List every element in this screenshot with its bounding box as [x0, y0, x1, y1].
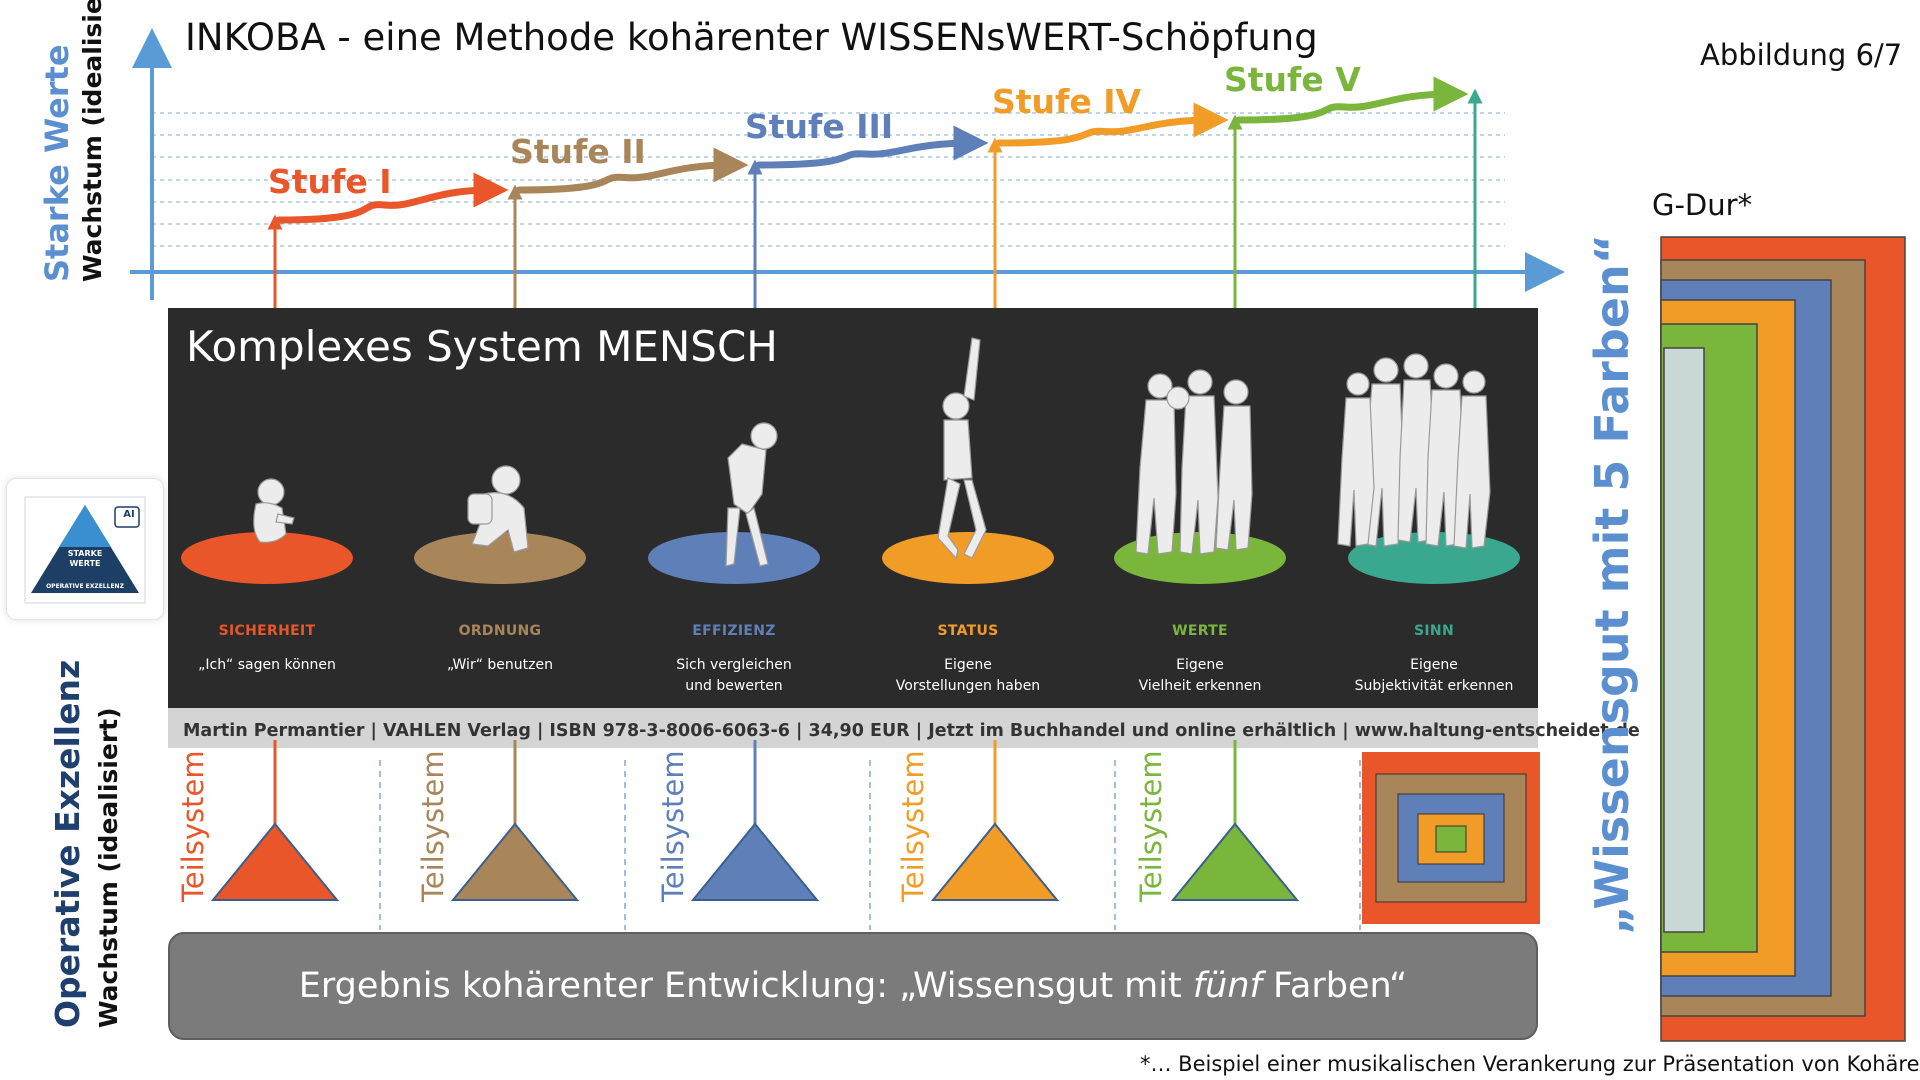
- teilsystem-label-3: Teilsystem: [656, 750, 690, 902]
- stage-figures: [181, 337, 1520, 584]
- logo-line-1: STARKE: [67, 549, 103, 558]
- stufe-label-4: Stufe IV: [992, 82, 1142, 121]
- figure-number: Abbildung 6/7: [1700, 38, 1903, 72]
- figure-bending: [725, 422, 778, 567]
- stufe-label-1: Stufe I: [268, 162, 392, 201]
- stufe-arrow-5: [1235, 76, 1469, 124]
- stage-desc-sicherheit: „Ich“ sagen können: [152, 655, 382, 676]
- mensch-panel: [168, 308, 1538, 708]
- result-prefix: Ergebnis kohärenter Entwicklung: „Wissen…: [298, 966, 1193, 1006]
- stage-desc-werte: Eigene Vielheit erkennen: [1085, 655, 1315, 697]
- wissensgut-vertical-text: „Wissensgut mit 5 Farben“: [1585, 234, 1639, 935]
- teilsystem-triangle-5: [1170, 822, 1300, 901]
- g-dur-nested-rectangles: [1660, 236, 1906, 1042]
- panel-title: Komplexes System MENSCH: [186, 322, 778, 371]
- book-info-text: Martin Permantier | VAHLEN Verlag | ISBN…: [183, 721, 1640, 741]
- g-dur-label: G-Dur*: [1652, 188, 1753, 222]
- growth-diagram: [130, 28, 1565, 300]
- stufe-label-2: Stufe II: [510, 132, 646, 171]
- teilsystem-label-4: Teilsystem: [896, 750, 930, 902]
- starke-werte-logo: [24, 496, 146, 604]
- result-emphasis: fünf: [1192, 966, 1262, 1006]
- logo-card: AI STARKE WERTE OPERATIVE EXZELLENZ: [6, 478, 164, 620]
- result-bar: [168, 932, 1538, 1040]
- teilsystem-triangle-2: [450, 822, 580, 901]
- stage-desc-line: „Ich“ sagen können: [198, 657, 336, 673]
- stage-desc-sinn: Eigene Subjektivität erkennen: [1319, 655, 1549, 697]
- figure-posing: [937, 337, 987, 560]
- stufe-arrow-2: [515, 147, 749, 194]
- stage-desc-line: Eigene: [1410, 657, 1458, 673]
- stage-label-sinn: SINN: [1414, 623, 1454, 639]
- logo-line-3: OPERATIVE EXZELLENZ: [46, 583, 124, 590]
- logo-badge: AI: [123, 509, 135, 520]
- stage-label-status: STATUS: [937, 623, 999, 639]
- stufe-arrow-3: [755, 125, 989, 169]
- stage-desc-effizienz: Sich vergleichen und bewerten: [619, 655, 849, 697]
- stage-label-werte: WERTE: [1172, 623, 1228, 639]
- stage-desc-line: und bewerten: [685, 678, 783, 694]
- figure-crouching: [467, 465, 529, 553]
- teilsystem-triangle-1: [210, 822, 340, 901]
- footnote: *… Beispiel einer musikalischen Veranker…: [1140, 1052, 1920, 1076]
- teilsystem-label-5: Teilsystem: [1134, 750, 1168, 902]
- stufe-arrow-4: [995, 102, 1229, 147]
- result-suffix: Farben“: [1261, 966, 1408, 1006]
- teilsystem-label-2: Teilsystem: [416, 750, 450, 902]
- stage-desc-line: „Wir“ benutzen: [447, 657, 553, 673]
- teilsystem-label-1: Teilsystem: [176, 750, 210, 902]
- result-text: Ergebnis kohärenter Entwicklung: „Wissen…: [168, 966, 1538, 1006]
- stage-desc-line: Subjektivität erkennen: [1354, 678, 1514, 694]
- stage-desc-line: Vielheit erkennen: [1138, 678, 1262, 694]
- figure-child: [253, 478, 295, 543]
- teilsystem-diagram: [210, 740, 1361, 930]
- small-nested-squares: [1362, 752, 1540, 924]
- stage-desc-status: Eigene Vorstellungen haben: [853, 655, 1083, 697]
- stufen-arrows: [267, 76, 1483, 308]
- teilsystem-triangle-3: [690, 822, 820, 901]
- stage-disc-status: [882, 532, 1054, 584]
- book-info-strip: [168, 708, 1538, 748]
- stage-desc-line: Eigene: [1176, 657, 1224, 673]
- stufe-label-5: Stufe V: [1224, 60, 1361, 99]
- stage-disc-ordnung: [414, 532, 586, 584]
- teilsystem-triangle-4: [930, 822, 1060, 901]
- figure-group-business: [1337, 353, 1491, 549]
- stufe-arrow-1: [275, 172, 509, 224]
- stage-label-effizienz: EFFIZIENZ: [692, 623, 776, 639]
- stage-desc-line: Sich vergleichen: [676, 657, 792, 673]
- stage-disc-sicherheit: [181, 532, 353, 584]
- page-title: INKOBA - eine Methode kohärenter WISSENs…: [185, 16, 1318, 59]
- figure-group-four: [1135, 369, 1253, 555]
- stufe-label-3: Stufe III: [745, 107, 894, 146]
- logo-line-2: WERTE: [69, 559, 101, 568]
- stage-desc-ordnung: „Wir“ benutzen: [385, 655, 615, 676]
- stage-desc-line: Vorstellungen haben: [895, 678, 1041, 694]
- stage-desc-line: Eigene: [944, 657, 992, 673]
- stage-label-ordnung: ORDNUNG: [458, 623, 542, 639]
- stage-label-sicherheit: SICHERHEIT: [218, 623, 316, 639]
